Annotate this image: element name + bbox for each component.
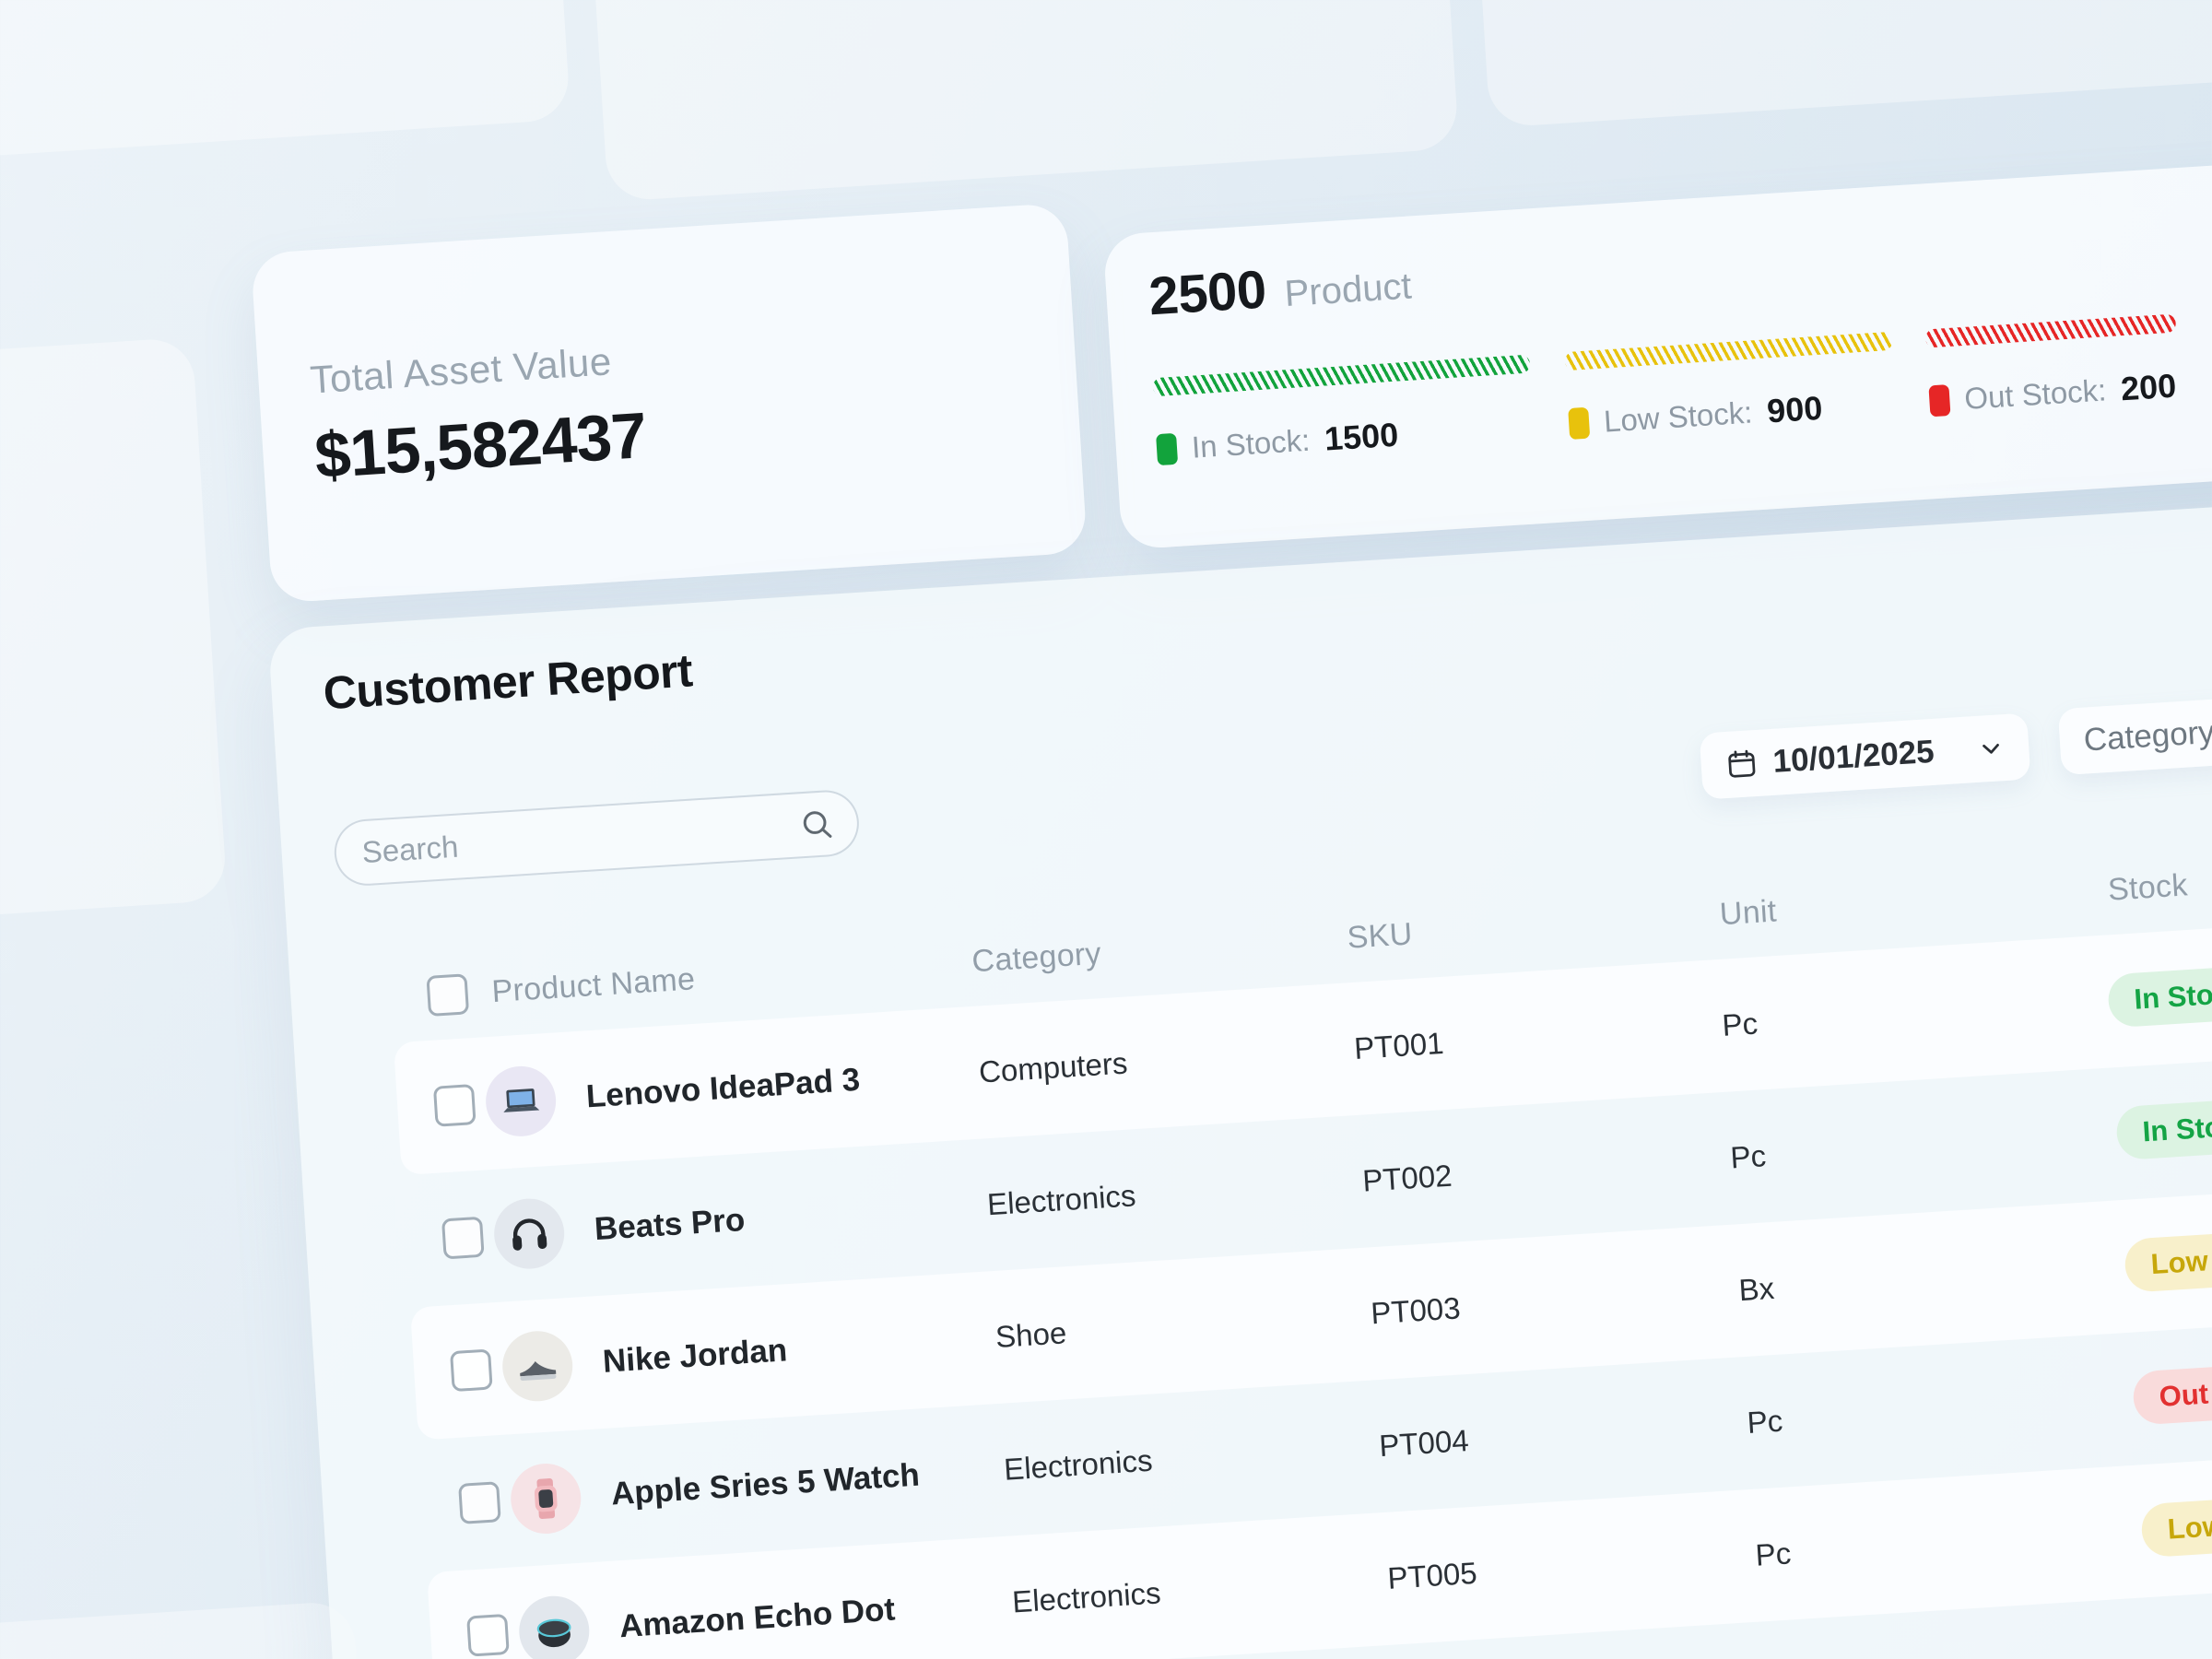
- select-all-checkbox[interactable]: [426, 973, 470, 1017]
- category-filter-label: Category: [2082, 713, 2212, 759]
- product-sku: PT001: [1353, 1025, 1445, 1065]
- product-unit: Pc: [1721, 1006, 1759, 1042]
- in-stock-label: In Stock:: [1190, 422, 1312, 465]
- column-header-unit: Unit: [1718, 893, 1778, 933]
- stock-status-badge: In Stock: [2114, 1097, 2212, 1161]
- total-asset-card: Total Asset Value $15,582437: [250, 202, 1088, 604]
- calendar-icon: [1724, 747, 1759, 782]
- column-header-product: Product Name: [490, 961, 697, 1010]
- background-card: [563, 0, 1460, 202]
- product-image-sneaker: [500, 1328, 575, 1404]
- product-category: Electronics: [986, 1178, 1137, 1222]
- row-checkbox[interactable]: [466, 1613, 510, 1657]
- out-stock-legend: Out Stock: 200: [1928, 364, 2178, 424]
- page-title: Customer Report: [322, 644, 694, 720]
- product-name: Beats Pro: [593, 1201, 747, 1248]
- in-stock-marker-icon: [1156, 432, 1179, 466]
- low-stock-marker-icon: [1568, 406, 1591, 440]
- product-category: Computers: [977, 1045, 1129, 1089]
- in-stock-bar: [1152, 354, 1531, 397]
- product-category: Electronics: [1003, 1442, 1154, 1487]
- row-checkbox[interactable]: [458, 1481, 501, 1524]
- background-card: [0, 336, 228, 935]
- in-stock-legend: In Stock: 1500: [1156, 413, 1400, 472]
- low-stock-legend: Low Stock: 900: [1568, 386, 1824, 446]
- product-sku: PT005: [1386, 1555, 1478, 1595]
- product-count-title: 2500 Product: [1147, 250, 1414, 328]
- product-unit: Pc: [1754, 1535, 1793, 1572]
- search-box: [332, 788, 862, 888]
- product-category: Shoe: [994, 1315, 1068, 1354]
- product-name: Lenovo IdeaPad 3: [584, 1061, 862, 1115]
- column-header-category: Category: [971, 935, 1102, 980]
- product-unit: Pc: [1746, 1403, 1784, 1440]
- out-stock-value: 200: [2119, 366, 2178, 408]
- out-stock-label: Out Stock:: [1963, 372, 2108, 416]
- product-name: Apple Sries 5 Watch: [609, 1456, 921, 1512]
- customer-report-card: Customer Report 10/01/2025: [267, 477, 2212, 1659]
- product-sku: PT004: [1378, 1423, 1470, 1464]
- product-category: Electronics: [1011, 1575, 1162, 1619]
- product-sku: PT003: [1370, 1290, 1462, 1331]
- search-input[interactable]: [360, 807, 800, 871]
- low-stock-label: Low Stock:: [1602, 394, 1754, 439]
- product-unit: Bx: [1737, 1270, 1776, 1308]
- row-checkbox[interactable]: [441, 1216, 485, 1260]
- product-sku: PT002: [1361, 1158, 1453, 1198]
- product-count: 2500: [1147, 259, 1268, 327]
- product-image-watch: [508, 1461, 583, 1536]
- table-row: Amazon Echo Dot Electronics PT005 Pc Low…: [427, 1438, 2212, 1659]
- table-row: Nike Jordan Shoe PT003 Bx Low Stock: [409, 1173, 2212, 1441]
- low-stock-value: 900: [1765, 388, 1824, 430]
- row-checkbox[interactable]: [432, 1084, 477, 1127]
- product-name: Nike Jordan: [601, 1332, 789, 1380]
- table-row: Lenovo IdeaPad 3 Computers PT001 Pc In S…: [393, 908, 2212, 1176]
- column-header-stock: Stock: [2106, 867, 2189, 908]
- stock-status-badge: In Stock: [2106, 964, 2212, 1029]
- product-image-headphones: [491, 1196, 567, 1271]
- product-image-speaker: [516, 1594, 592, 1659]
- search-icon[interactable]: [797, 805, 836, 843]
- product-name: Amazon Echo Dot: [618, 1591, 897, 1645]
- background-card: [0, 0, 571, 178]
- stock-status-badge: Low Stock: [2140, 1492, 2212, 1559]
- chevron-down-icon: [1976, 734, 2006, 763]
- product-overview-card: 2500 Product In Stock: 1500 Low Stock: 9…: [1102, 147, 2212, 550]
- table-body: Lenovo IdeaPad 3 Computers PT001 Pc In S…: [393, 908, 2212, 1659]
- stock-status-badge: Low Stock: [2123, 1227, 2212, 1293]
- date-picker-button[interactable]: 10/01/2025: [1699, 712, 2031, 800]
- category-filter-button[interactable]: Category: [2057, 683, 2212, 776]
- out-stock-bar: [1924, 313, 2177, 348]
- stock-status-badge: Out Stock: [2132, 1359, 2212, 1426]
- column-header-sku: SKU: [1346, 916, 1414, 956]
- product-unit: Pc: [1729, 1138, 1768, 1175]
- product-image-laptop: [483, 1064, 559, 1139]
- row-checkbox[interactable]: [450, 1348, 493, 1393]
- table-row: Apple Sries 5 Watch Electronics PT004 Pc…: [418, 1306, 2212, 1572]
- date-value: 10/01/2025: [1771, 733, 1936, 780]
- background-card: [1446, 0, 2212, 128]
- table-row: Beats Pro Electronics PT002 Pc In Stock: [402, 1041, 2212, 1307]
- in-stock-value: 1500: [1323, 415, 1400, 458]
- out-stock-marker-icon: [1928, 384, 1951, 418]
- low-stock-bar: [1564, 331, 1893, 371]
- product-count-label: Product: [1283, 265, 1413, 315]
